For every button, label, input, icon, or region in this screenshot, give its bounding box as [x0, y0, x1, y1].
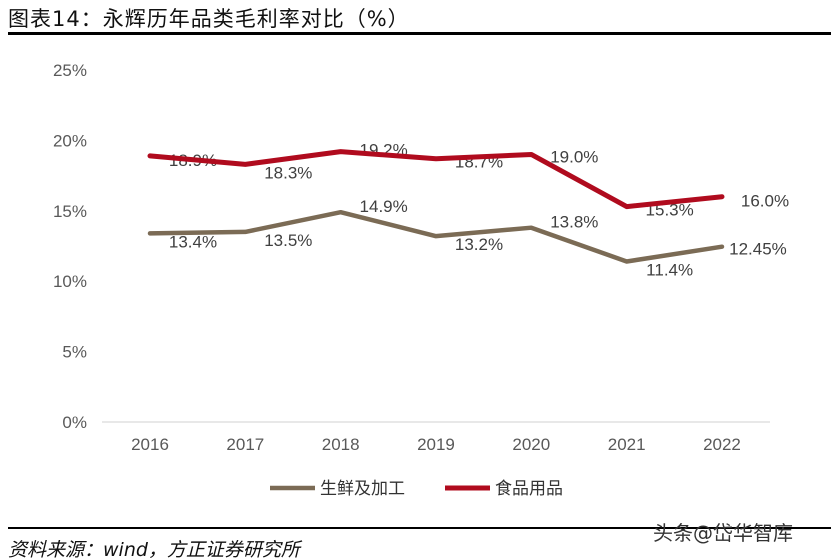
- data-label: 13.2%: [455, 235, 503, 254]
- watermark: 头条@岱华智库: [653, 521, 793, 545]
- figure-title: 图表14：永辉历年品类毛利率对比（%）: [8, 7, 410, 31]
- data-label: 13.4%: [169, 232, 217, 251]
- y-tick-label: 0%: [62, 413, 87, 432]
- x-tick-label: 2019: [417, 435, 455, 454]
- data-label: 14.9%: [360, 197, 408, 216]
- y-tick-label: 5%: [62, 343, 87, 362]
- y-tick-label: 10%: [53, 272, 87, 291]
- y-tick-label: 25%: [53, 61, 87, 80]
- source-note: 资料来源：wind，方正证券研究所: [8, 539, 300, 558]
- data-label: 13.8%: [550, 213, 598, 232]
- x-tick-label: 2016: [131, 435, 169, 454]
- x-tick-label: 2022: [703, 435, 741, 454]
- series-line-1: [147, 209, 725, 264]
- y-tick-label: 15%: [53, 202, 87, 221]
- source-divider: [8, 527, 831, 529]
- title-divider: [8, 32, 831, 35]
- data-label: 12.45%: [729, 240, 787, 259]
- line-chart: 0% 5% 10% 15% 20% 25% 2016 2017 2018 2019 2020 2021…: [53, 61, 789, 499]
- data-label: 13.5%: [264, 231, 312, 250]
- series-line-2: [147, 149, 725, 210]
- x-tick-label: 2017: [226, 435, 264, 454]
- x-tick-label: 2020: [512, 435, 550, 454]
- data-label: 18.3%: [264, 163, 312, 182]
- data-label: 11.4%: [646, 260, 693, 279]
- data-label: 19.0%: [550, 147, 598, 166]
- x-tick-label: 2018: [322, 435, 360, 454]
- x-tick-label: 2021: [608, 435, 646, 454]
- data-label: 16.0%: [741, 192, 789, 211]
- y-tick-label: 20%: [53, 131, 87, 150]
- legend-label: 生鲜及加工: [320, 479, 405, 499]
- legend-label: 食品用品: [495, 479, 563, 499]
